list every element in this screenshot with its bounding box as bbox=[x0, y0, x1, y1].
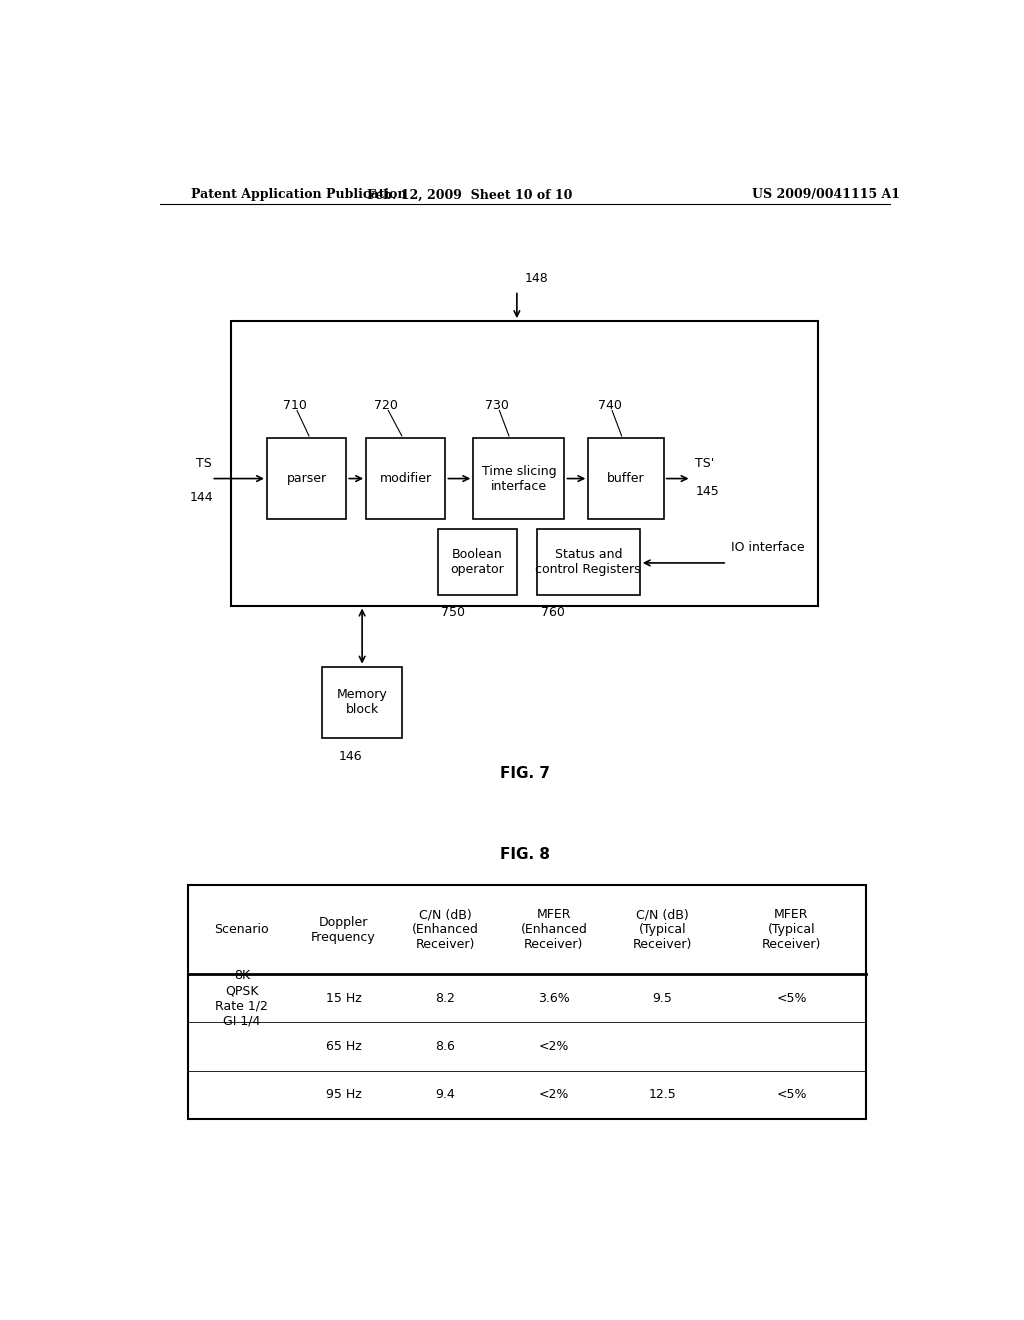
Text: 8.2: 8.2 bbox=[435, 991, 456, 1005]
Text: FIG. 8: FIG. 8 bbox=[500, 847, 550, 862]
Text: FIG. 7: FIG. 7 bbox=[500, 766, 550, 781]
FancyBboxPatch shape bbox=[367, 438, 445, 519]
Text: <2%: <2% bbox=[539, 1040, 569, 1053]
FancyBboxPatch shape bbox=[267, 438, 346, 519]
Text: 12.5: 12.5 bbox=[648, 1088, 677, 1101]
Text: 145: 145 bbox=[695, 486, 719, 498]
Text: Memory
block: Memory block bbox=[337, 688, 387, 717]
Text: 750: 750 bbox=[441, 606, 466, 619]
Text: 710: 710 bbox=[283, 399, 306, 412]
Text: TS: TS bbox=[196, 457, 211, 470]
Text: 3.6%: 3.6% bbox=[538, 991, 569, 1005]
Text: Patent Application Publication: Patent Application Publication bbox=[191, 189, 407, 202]
FancyBboxPatch shape bbox=[187, 886, 866, 1119]
Text: 15 Hz: 15 Hz bbox=[326, 991, 361, 1005]
Text: 95 Hz: 95 Hz bbox=[326, 1088, 361, 1101]
Text: 730: 730 bbox=[485, 399, 509, 412]
Text: IO interface: IO interface bbox=[731, 541, 805, 554]
Text: 144: 144 bbox=[189, 491, 213, 504]
FancyBboxPatch shape bbox=[437, 529, 517, 595]
Text: 8K
QPSK
Rate 1/2
GI 1/4: 8K QPSK Rate 1/2 GI 1/4 bbox=[215, 969, 268, 1027]
Text: <5%: <5% bbox=[776, 1088, 807, 1101]
Text: Scenario: Scenario bbox=[214, 923, 269, 936]
Text: C/N (dB)
(Enhanced
Receiver): C/N (dB) (Enhanced Receiver) bbox=[412, 908, 479, 950]
Text: 65 Hz: 65 Hz bbox=[326, 1040, 361, 1053]
FancyBboxPatch shape bbox=[588, 438, 664, 519]
FancyBboxPatch shape bbox=[323, 667, 401, 738]
Text: 146: 146 bbox=[338, 750, 362, 763]
Text: parser: parser bbox=[287, 473, 327, 484]
FancyBboxPatch shape bbox=[537, 529, 640, 595]
Text: C/N (dB)
(Typical
Receiver): C/N (dB) (Typical Receiver) bbox=[633, 908, 692, 950]
Text: MFER
(Typical
Receiver): MFER (Typical Receiver) bbox=[762, 908, 821, 950]
Text: modifier: modifier bbox=[380, 473, 432, 484]
Text: buffer: buffer bbox=[607, 473, 645, 484]
Text: Boolean
operator: Boolean operator bbox=[451, 548, 504, 577]
Text: Status and
control Registers: Status and control Registers bbox=[536, 548, 641, 577]
Text: US 2009/0041115 A1: US 2009/0041115 A1 bbox=[753, 189, 900, 202]
Text: <2%: <2% bbox=[539, 1088, 569, 1101]
Text: 740: 740 bbox=[598, 399, 622, 412]
Text: 8.6: 8.6 bbox=[435, 1040, 456, 1053]
Text: 9.4: 9.4 bbox=[435, 1088, 456, 1101]
Text: Time slicing
interface: Time slicing interface bbox=[481, 465, 556, 492]
Text: 720: 720 bbox=[374, 399, 398, 412]
Text: <5%: <5% bbox=[776, 991, 807, 1005]
Text: TS': TS' bbox=[695, 457, 715, 470]
Text: Doppler
Frequency: Doppler Frequency bbox=[311, 916, 376, 944]
FancyBboxPatch shape bbox=[473, 438, 564, 519]
Text: Feb. 12, 2009  Sheet 10 of 10: Feb. 12, 2009 Sheet 10 of 10 bbox=[367, 189, 572, 202]
Text: 760: 760 bbox=[541, 606, 564, 619]
FancyBboxPatch shape bbox=[231, 321, 818, 606]
Text: MFER
(Enhanced
Receiver): MFER (Enhanced Receiver) bbox=[520, 908, 588, 950]
Text: 148: 148 bbox=[524, 272, 549, 285]
Text: 9.5: 9.5 bbox=[652, 991, 673, 1005]
